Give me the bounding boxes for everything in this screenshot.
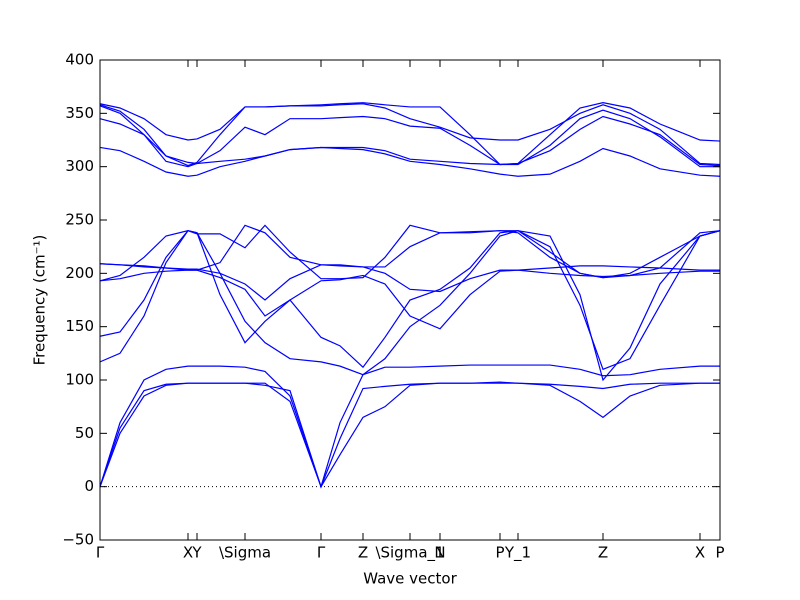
x-tick-label: P <box>715 544 724 562</box>
x-tick-label: Y_1 <box>504 544 531 563</box>
x-tick-label: X <box>183 544 193 562</box>
y-tick-label: 300 <box>65 157 94 175</box>
band-line <box>99 102 721 166</box>
y-tick-label: 200 <box>65 264 94 282</box>
band-line <box>99 229 721 376</box>
x-axis-label: Wave vector <box>363 570 457 588</box>
band-line <box>99 103 721 167</box>
band-line <box>99 364 720 489</box>
x-tick-label: Γ <box>96 544 105 562</box>
x-tick-label: X <box>695 544 705 562</box>
x-tick-label: \Sigma_1 <box>375 544 444 563</box>
x-tick-label: \Sigma <box>219 544 271 562</box>
band-line <box>99 381 720 489</box>
band-line <box>99 382 720 489</box>
y-tick-label: 150 <box>65 317 94 335</box>
y-tick-label: 0 <box>84 477 94 495</box>
band-line <box>99 115 721 167</box>
y-tick-label: 50 <box>75 424 94 442</box>
band-line <box>99 224 721 282</box>
x-tick-label: Z <box>358 544 368 562</box>
x-tick-label: N <box>434 544 445 562</box>
y-tick-label: 250 <box>65 211 94 229</box>
x-tick-label: Γ <box>317 544 326 562</box>
band-line <box>99 105 720 168</box>
band-line <box>99 230 721 382</box>
band-line <box>99 263 720 301</box>
y-tick-label: 100 <box>65 371 94 389</box>
band-line <box>99 146 721 177</box>
y-tick-label: 400 <box>65 51 94 69</box>
band-line <box>99 224 721 279</box>
x-tick-label: Y <box>191 544 202 562</box>
plot-frame <box>99 59 721 541</box>
y-tick-label: −50 <box>62 531 94 549</box>
x-tick-label: Z <box>598 544 608 562</box>
y-axis-label: Frequency (cm⁻¹) <box>31 235 49 366</box>
x-tick-label: P <box>495 544 504 562</box>
y-tick-label: 350 <box>65 104 94 122</box>
